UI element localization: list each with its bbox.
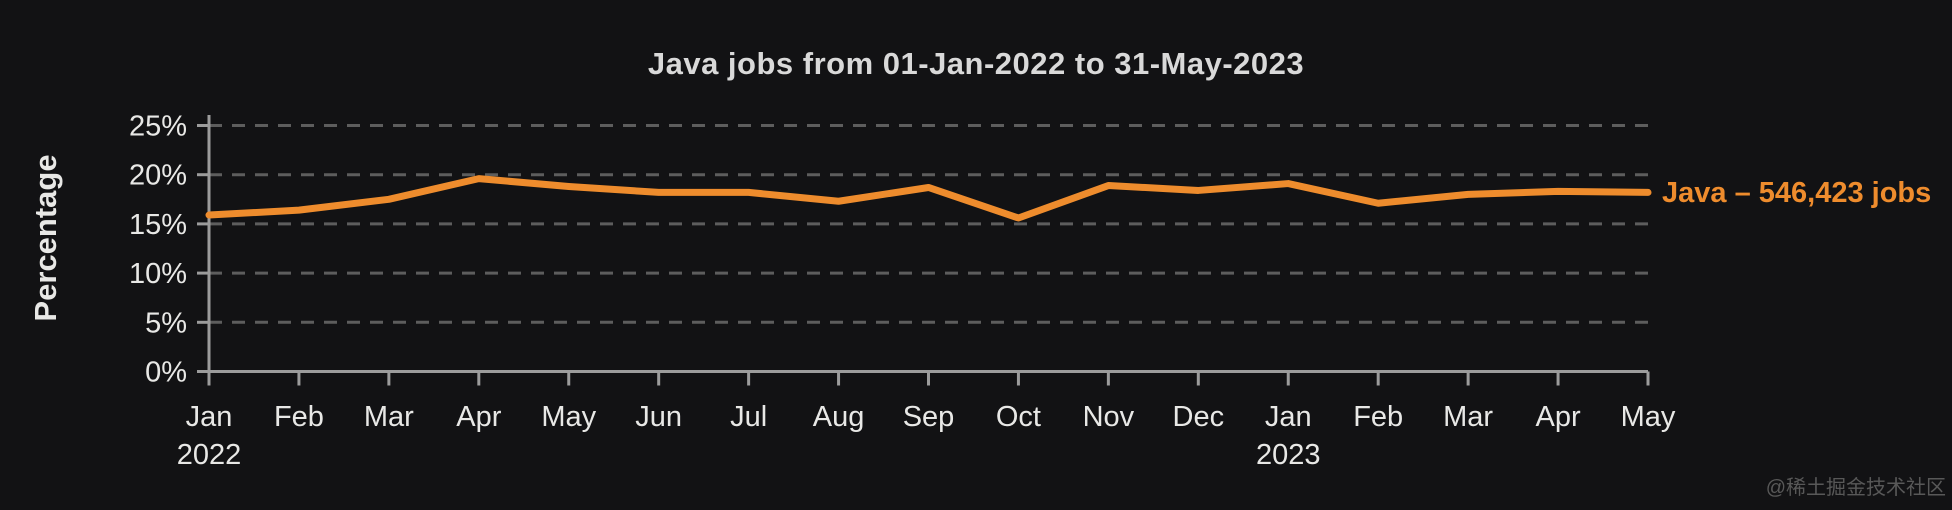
- x-tick-label: Nov: [1083, 401, 1135, 433]
- y-tick-label: 15%: [129, 209, 187, 241]
- x-tick-label: May: [541, 401, 596, 433]
- x-tick-label: Feb: [1353, 401, 1403, 433]
- x-tick-label: Apr: [1535, 401, 1580, 433]
- x-tick-label: Jan: [186, 401, 233, 433]
- y-tick-label: 0%: [145, 357, 187, 389]
- x-year-label: 2023: [1256, 439, 1321, 471]
- x-tick-label: Apr: [456, 401, 501, 433]
- x-tick-label: Mar: [1443, 401, 1493, 433]
- chart-title: Java jobs from 01-Jan-2022 to 31-May-202…: [647, 46, 1305, 81]
- x-tick-label: Mar: [364, 401, 414, 433]
- series-line-java: [205, 175, 1652, 222]
- y-tick-label: 10%: [129, 258, 187, 290]
- series-legend-label: Java – 546,423 jobs: [1662, 177, 1932, 209]
- x-tick-label: Jun: [635, 401, 682, 433]
- watermark-text: @稀土掘金技术社区: [1765, 477, 1946, 499]
- x-tick-label: Jan: [1265, 401, 1312, 433]
- y-tick-label: 25%: [129, 111, 187, 143]
- x-tick-label: Feb: [274, 401, 324, 433]
- x-tick-label: Aug: [813, 401, 865, 433]
- x-tick-label: Jul: [730, 401, 767, 433]
- x-tick-label: Sep: [903, 401, 955, 433]
- y-tick-label: 20%: [129, 160, 187, 192]
- x-tick-label: May: [1621, 401, 1676, 433]
- x-tick-label: Oct: [996, 401, 1041, 433]
- x-year-label: 2022: [177, 439, 242, 471]
- y-tick-label: 5%: [145, 307, 187, 339]
- x-tick-label: Dec: [1173, 401, 1225, 433]
